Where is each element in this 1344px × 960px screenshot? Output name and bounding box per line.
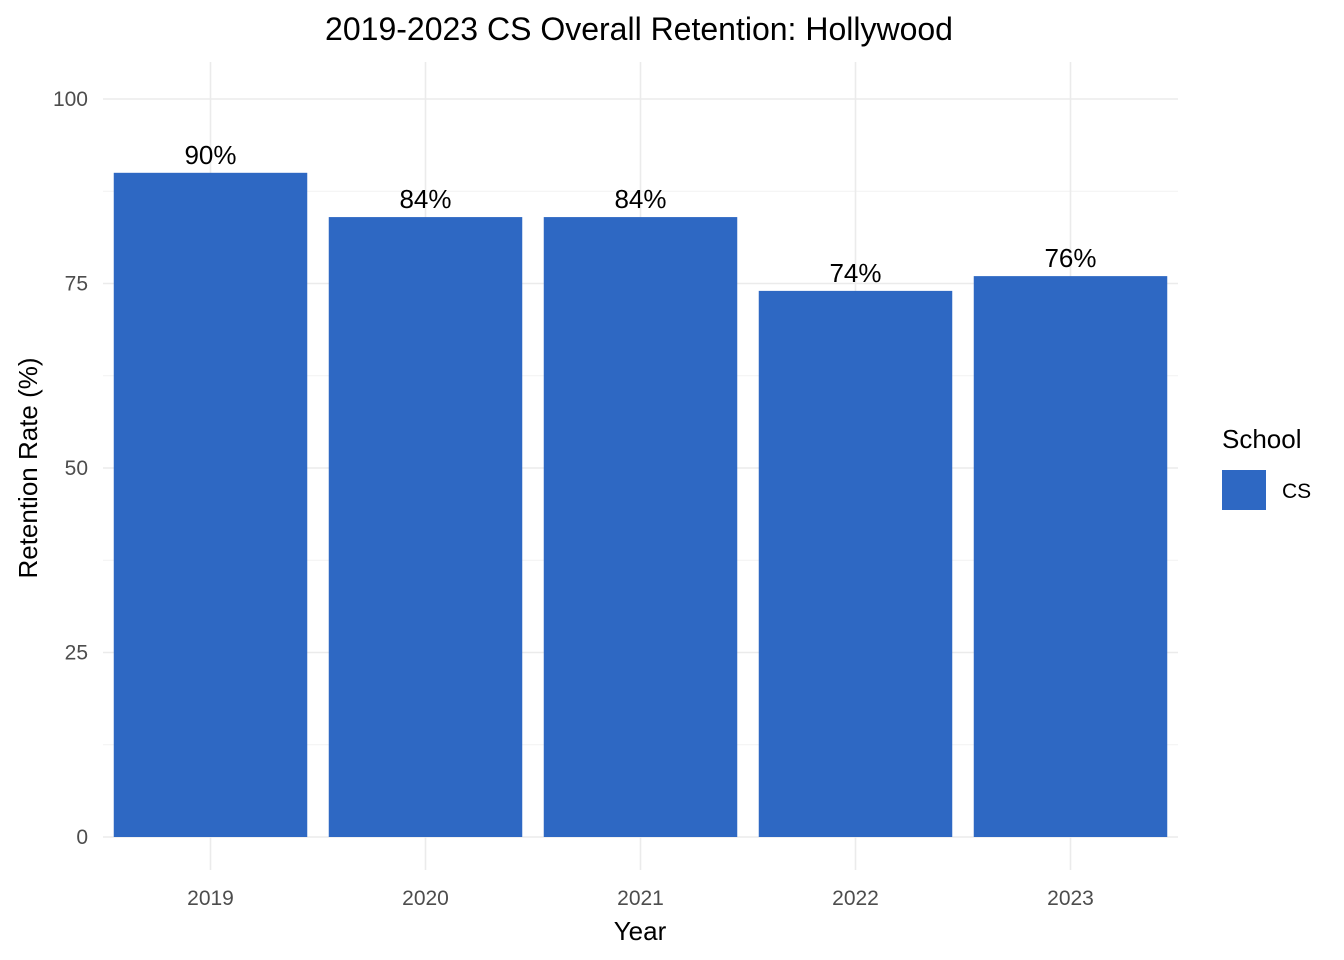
bar-2020 [328, 217, 523, 837]
bars [113, 172, 1168, 838]
chart-title: 2019-2023 CS Overall Retention: Hollywoo… [325, 11, 953, 47]
x-tick-label: 2023 [1047, 887, 1094, 910]
x-tick-label: 2019 [187, 887, 234, 910]
data-labels: 90% 84% 84% 74% 76% [184, 140, 1096, 288]
data-label-2022: 74% [829, 258, 881, 288]
y-tick-label: 100 [53, 88, 88, 111]
bar-2019 [113, 172, 308, 838]
legend-label-cs: CS [1282, 480, 1311, 503]
y-tick-label: 25 [65, 642, 88, 665]
y-tick-label: 0 [76, 826, 88, 849]
x-tick-label: 2022 [832, 887, 879, 910]
bar-2023 [973, 276, 1168, 837]
x-axis-ticks: 2019 2020 2021 2022 2023 [187, 887, 1094, 910]
x-axis-title: Year [614, 916, 667, 946]
bar-2022 [758, 290, 953, 837]
legend: School CS [1222, 424, 1311, 510]
x-tick-label: 2021 [617, 887, 664, 910]
y-axis-ticks: 0 25 50 75 100 [53, 88, 88, 849]
data-label-2023: 76% [1044, 243, 1096, 273]
legend-title: School [1222, 424, 1302, 454]
bar-2021 [543, 217, 738, 837]
x-tick-label: 2020 [402, 887, 449, 910]
legend-swatch-cs [1222, 470, 1266, 510]
data-label-2021: 84% [614, 184, 666, 214]
data-label-2020: 84% [399, 184, 451, 214]
y-tick-label: 75 [65, 273, 88, 296]
data-label-2019: 90% [184, 140, 236, 170]
y-axis-title: Retention Rate (%) [13, 357, 43, 578]
y-tick-label: 50 [65, 457, 88, 480]
